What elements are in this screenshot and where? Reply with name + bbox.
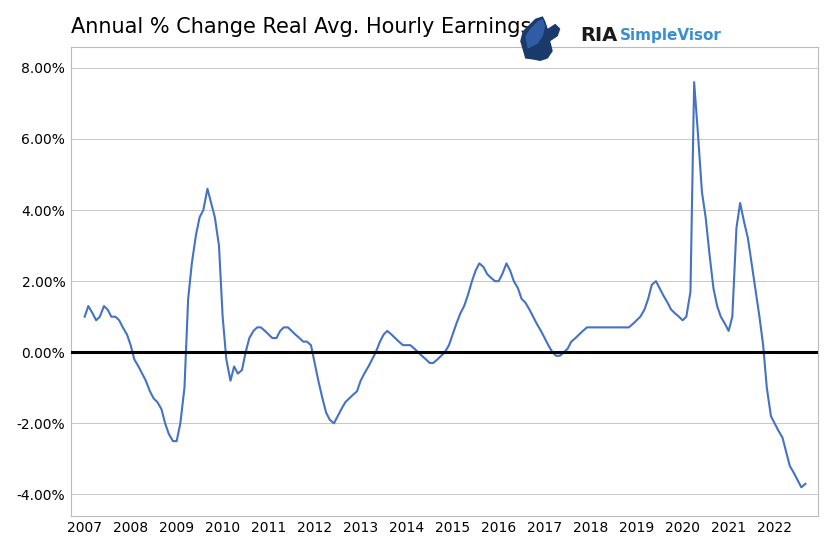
Text: SimpleVisor: SimpleVisor [620,28,721,44]
Text: RIA: RIA [580,26,618,45]
Polygon shape [525,19,545,49]
Text: Annual % Change Real Avg. Hourly Earnings: Annual % Change Real Avg. Hourly Earning… [71,17,531,36]
Polygon shape [520,17,560,61]
